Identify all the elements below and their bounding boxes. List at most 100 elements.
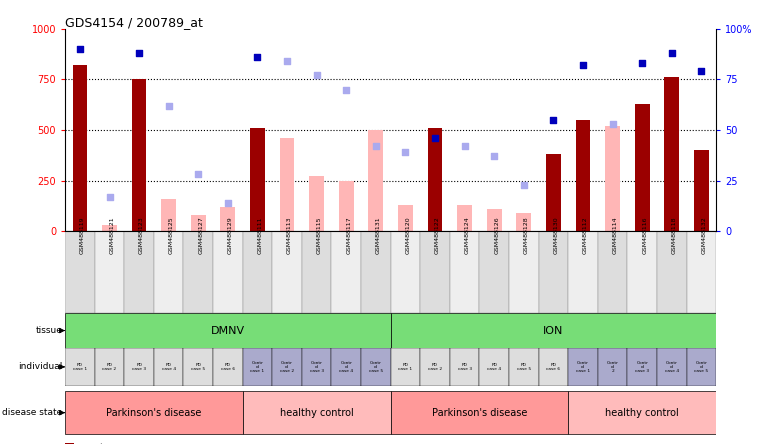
Bar xyxy=(361,231,391,313)
Text: GSM488112: GSM488112 xyxy=(583,216,588,254)
Bar xyxy=(538,231,568,313)
Text: PD
case 3: PD case 3 xyxy=(457,363,472,371)
Bar xyxy=(280,138,294,231)
Text: PD
case 5: PD case 5 xyxy=(517,363,531,371)
Bar xyxy=(398,205,413,231)
Point xyxy=(310,72,322,79)
Point xyxy=(666,50,678,57)
Point xyxy=(192,171,205,178)
Text: Contr
ol
case 3: Contr ol case 3 xyxy=(635,361,650,373)
Text: GSM488125: GSM488125 xyxy=(169,216,174,254)
Bar xyxy=(73,65,87,231)
Text: GSM488124: GSM488124 xyxy=(465,216,470,254)
Bar xyxy=(635,103,650,231)
Bar xyxy=(272,348,302,386)
Bar xyxy=(487,209,502,231)
Point xyxy=(547,116,559,123)
Text: individual: individual xyxy=(18,362,62,371)
Text: tissue: tissue xyxy=(35,326,62,335)
Text: GSM488127: GSM488127 xyxy=(198,216,203,254)
Bar xyxy=(361,348,391,386)
Text: GSM488111: GSM488111 xyxy=(257,216,263,254)
Text: GSM488116: GSM488116 xyxy=(642,216,647,254)
Bar xyxy=(657,231,686,313)
Text: Contr
ol
case 3: Contr ol case 3 xyxy=(309,361,324,373)
Bar xyxy=(509,231,538,313)
Point xyxy=(133,50,146,57)
Bar xyxy=(597,348,627,386)
Text: GSM488126: GSM488126 xyxy=(494,216,499,254)
Bar xyxy=(450,348,480,386)
Text: PD
case 6: PD case 6 xyxy=(221,363,235,371)
Point xyxy=(74,46,86,53)
Text: PD
case 1: PD case 1 xyxy=(73,363,87,371)
Text: PD
case 3: PD case 3 xyxy=(132,363,146,371)
Text: PD
case 2: PD case 2 xyxy=(103,363,116,371)
Bar xyxy=(568,231,597,313)
Bar xyxy=(391,231,421,313)
Bar xyxy=(309,176,324,231)
Bar xyxy=(516,213,532,231)
Bar xyxy=(154,231,184,313)
Bar xyxy=(538,348,568,386)
Bar xyxy=(368,130,383,231)
Point xyxy=(488,153,500,160)
Text: GSM488129: GSM488129 xyxy=(228,216,233,254)
Bar xyxy=(132,79,146,231)
Bar xyxy=(65,391,243,434)
Text: PD
case 1: PD case 1 xyxy=(398,363,413,371)
Text: Parkinson's disease: Parkinson's disease xyxy=(432,408,527,418)
Bar xyxy=(95,348,124,386)
Text: GSM488131: GSM488131 xyxy=(376,216,381,254)
Text: GSM488117: GSM488117 xyxy=(346,216,352,254)
Point xyxy=(429,135,441,142)
Bar xyxy=(65,313,391,348)
Bar xyxy=(302,348,332,386)
Bar xyxy=(568,391,716,434)
Point xyxy=(518,181,530,188)
Bar xyxy=(480,231,509,313)
Text: Contr
ol
case 1: Contr ol case 1 xyxy=(576,361,590,373)
Text: DMNV: DMNV xyxy=(211,325,245,336)
Bar xyxy=(627,231,657,313)
Point xyxy=(103,193,116,200)
Text: healthy control: healthy control xyxy=(605,408,679,418)
Bar xyxy=(509,348,538,386)
Bar xyxy=(243,348,272,386)
Text: healthy control: healthy control xyxy=(280,408,354,418)
Text: GSM488115: GSM488115 xyxy=(316,216,322,254)
Bar xyxy=(597,231,627,313)
Bar xyxy=(664,77,679,231)
Bar xyxy=(243,391,391,434)
Text: GSM488132: GSM488132 xyxy=(702,216,706,254)
Text: GSM488128: GSM488128 xyxy=(524,216,529,254)
Bar xyxy=(102,225,117,231)
Text: GDS4154 / 200789_at: GDS4154 / 200789_at xyxy=(65,16,203,29)
Text: PD
case 5: PD case 5 xyxy=(192,363,205,371)
Text: Contr
ol
case 4: Contr ol case 4 xyxy=(339,361,353,373)
Bar xyxy=(184,348,213,386)
Text: GSM488123: GSM488123 xyxy=(139,216,144,254)
Bar xyxy=(686,348,716,386)
Text: GSM488114: GSM488114 xyxy=(613,216,617,254)
Bar xyxy=(391,313,731,348)
Text: GSM488113: GSM488113 xyxy=(287,216,292,254)
Text: GSM488118: GSM488118 xyxy=(672,216,677,254)
Text: GSM488120: GSM488120 xyxy=(405,216,411,254)
Bar xyxy=(162,199,176,231)
Bar xyxy=(332,348,361,386)
Bar xyxy=(213,231,243,313)
Point xyxy=(222,199,234,206)
Bar xyxy=(154,348,184,386)
Bar xyxy=(568,348,597,386)
Bar xyxy=(457,205,472,231)
Text: PD
case 4: PD case 4 xyxy=(162,363,175,371)
Bar xyxy=(95,231,124,313)
Bar xyxy=(480,348,509,386)
Bar xyxy=(124,231,154,313)
Bar xyxy=(272,231,302,313)
Bar xyxy=(221,207,235,231)
Point xyxy=(162,102,175,109)
Bar xyxy=(339,181,354,231)
Point xyxy=(636,59,648,67)
